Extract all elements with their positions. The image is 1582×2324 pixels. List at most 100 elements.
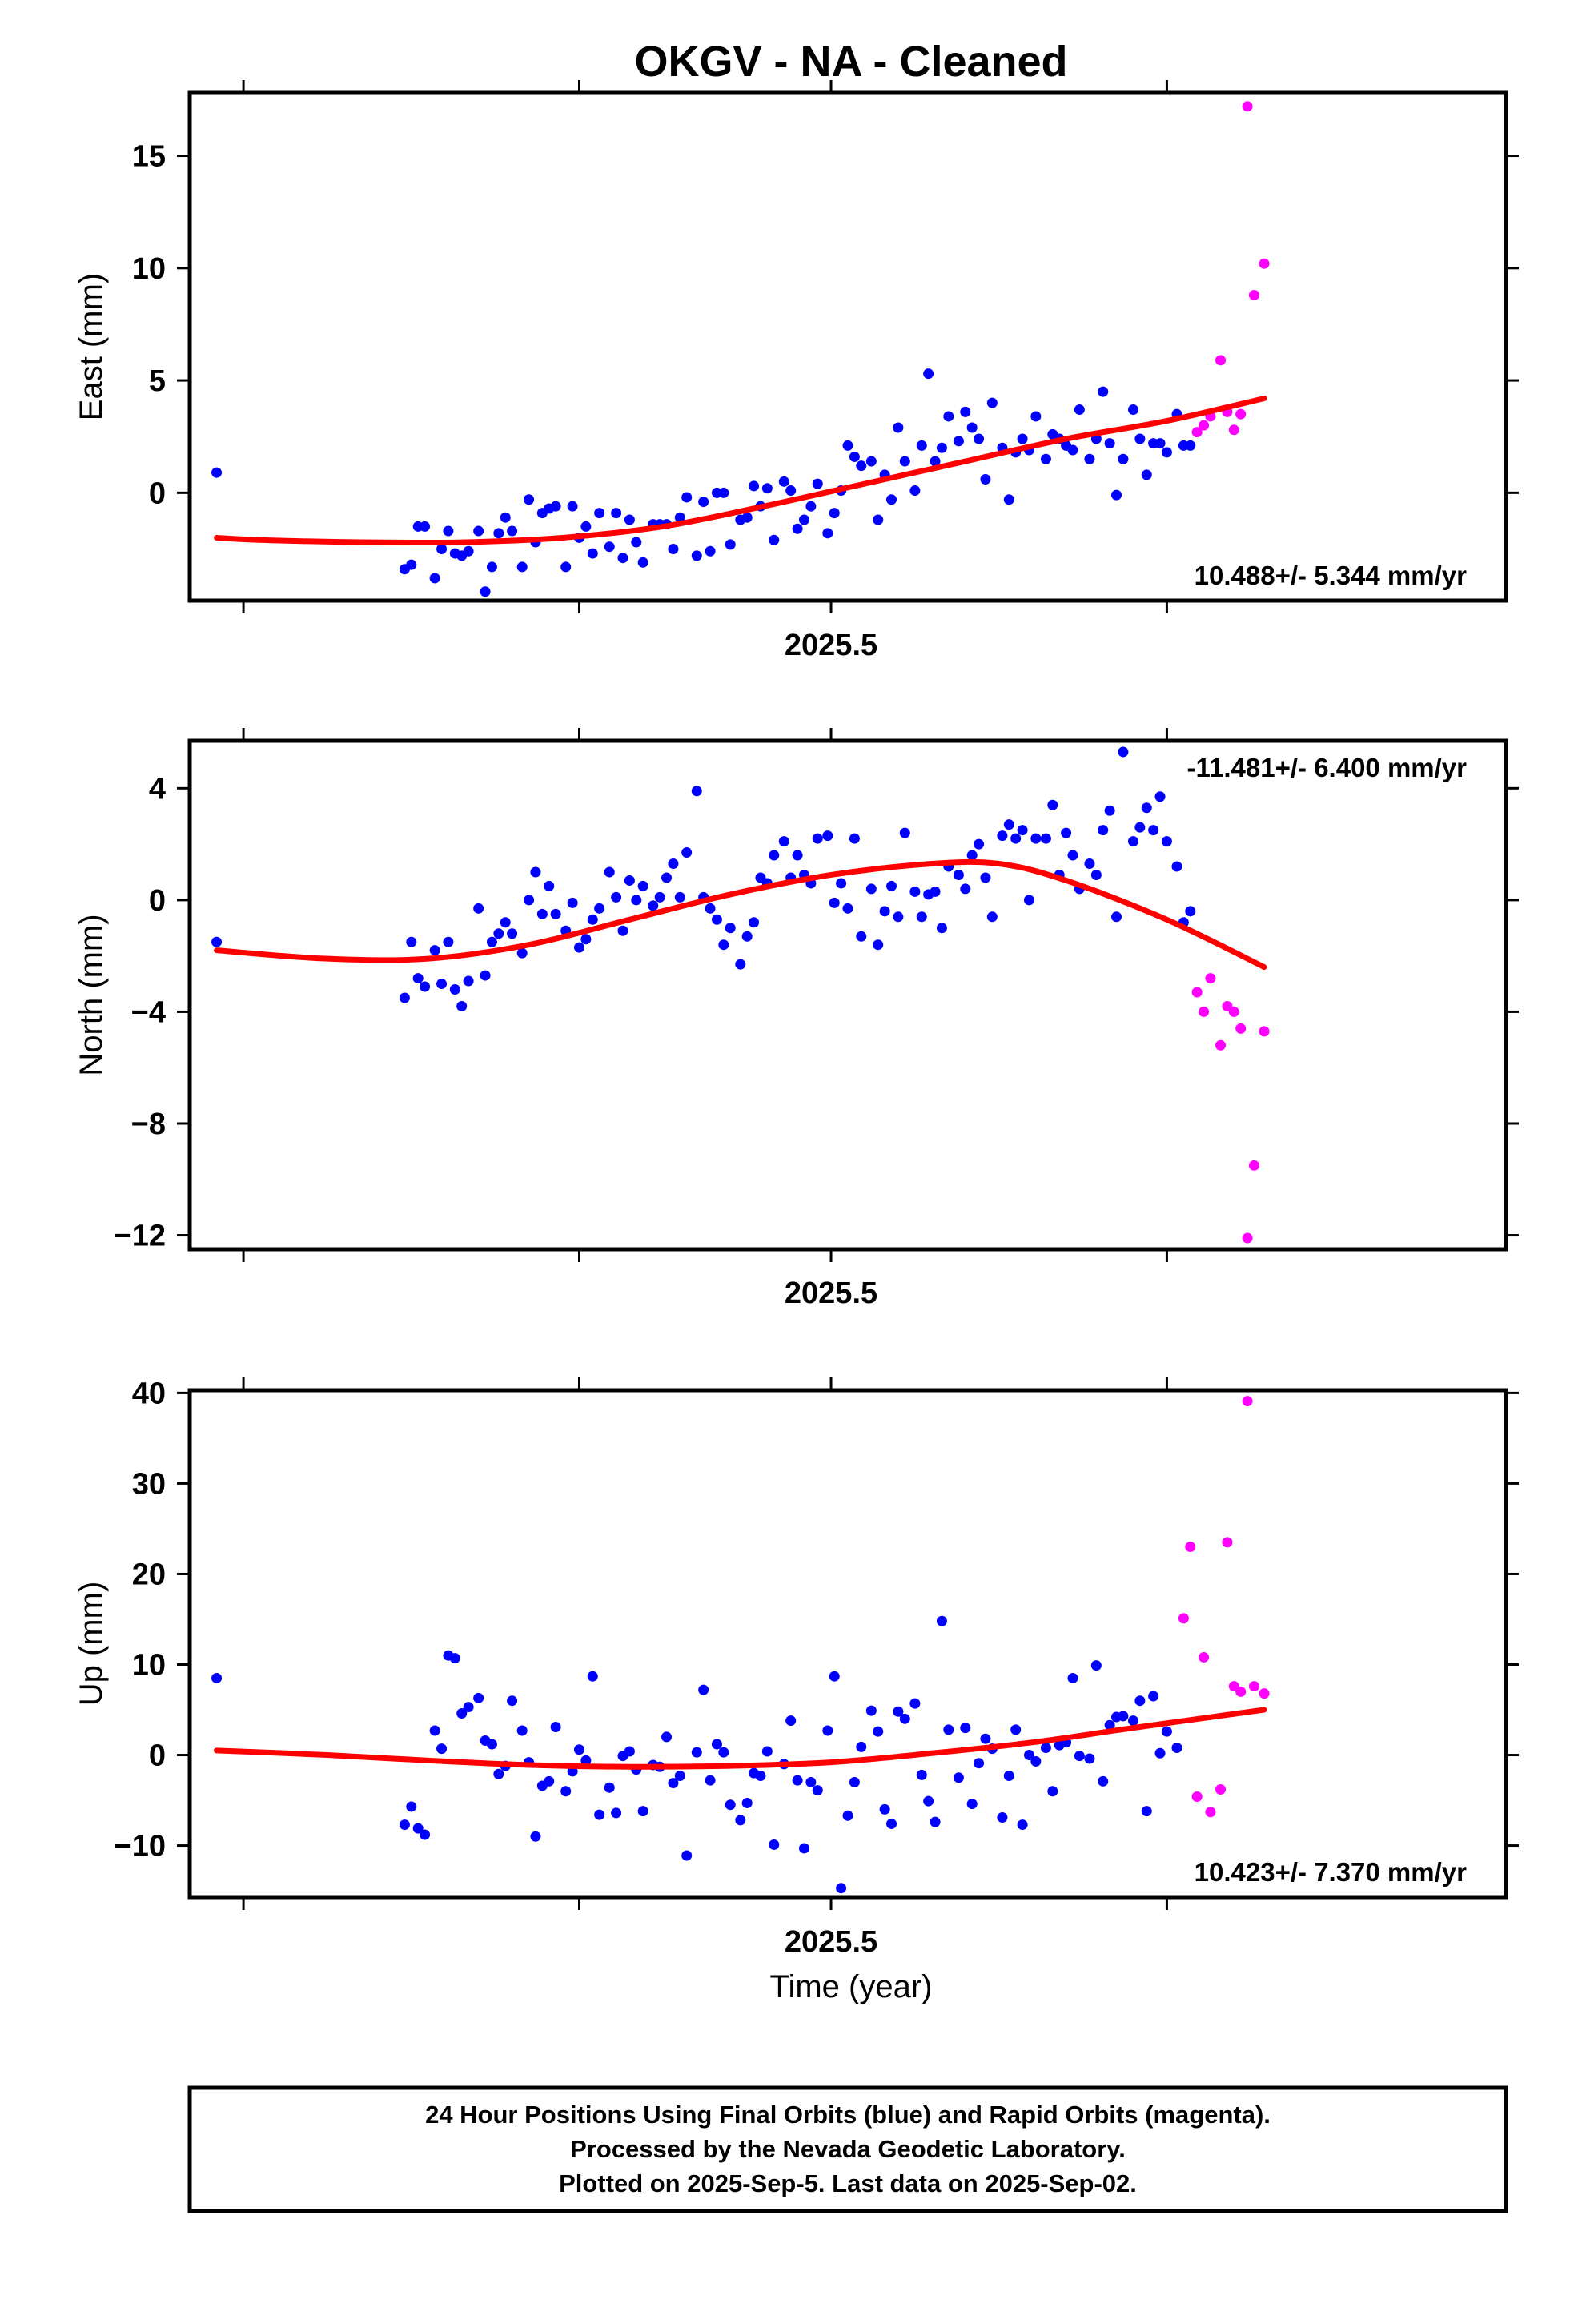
east-rapid-point — [1228, 424, 1239, 436]
north-final-point — [1098, 825, 1109, 836]
up-final-point — [1067, 1672, 1078, 1683]
east-final-point — [463, 545, 474, 557]
east-final-point — [211, 467, 223, 478]
east-final-point — [611, 508, 622, 519]
up-final-point — [1127, 1715, 1138, 1727]
north-final-point — [893, 911, 904, 923]
east-rate-label: 10.488+/- 5.344 mm/yr — [1195, 561, 1467, 590]
north-final-point — [1047, 799, 1058, 810]
up-final-point — [785, 1715, 797, 1727]
up-final-point — [1141, 1806, 1152, 1817]
up-rapid-point — [1235, 1686, 1247, 1697]
north-points — [211, 746, 1270, 1244]
north-final-point — [1017, 825, 1028, 836]
east-final-point — [524, 494, 535, 505]
north-final-point — [480, 970, 491, 981]
east-y-axis-title: East (mm) — [74, 273, 109, 420]
east-final-point — [624, 514, 635, 525]
east-final-point — [500, 512, 511, 523]
north-final-point — [567, 897, 578, 908]
up-final-point — [735, 1815, 746, 1826]
east-final-point — [986, 397, 998, 408]
north-final-point — [211, 936, 223, 947]
east-final-point — [1017, 433, 1028, 444]
north-rapid-point — [1205, 973, 1216, 984]
north-final-point — [399, 992, 410, 1003]
up-final-point — [436, 1743, 448, 1755]
up-final-point — [873, 1726, 884, 1737]
up-final-point — [211, 1672, 223, 1683]
east-ytick-label: 5 — [149, 364, 166, 398]
up-final-point — [611, 1807, 622, 1819]
east-rapid-point — [1215, 355, 1227, 366]
east-final-point — [769, 534, 780, 545]
east-final-point — [792, 523, 803, 534]
east-panel: 0 5 10 15 2025.5 East (mm) 10.488+/- 5.344 mm/… — [74, 80, 1519, 662]
up-final-point — [624, 1746, 635, 1757]
north-y-axis-title: North (mm) — [74, 914, 109, 1076]
north-final-point — [769, 850, 780, 861]
east-final-point — [943, 411, 954, 422]
north-final-point — [986, 911, 998, 923]
up-ytick-label: 20 — [132, 1558, 166, 1591]
up-rapid-point — [1185, 1542, 1196, 1553]
up-final-point — [842, 1810, 853, 1821]
north-final-point — [594, 903, 605, 914]
up-final-point — [573, 1744, 584, 1755]
up-final-point — [705, 1775, 716, 1786]
north-final-point — [749, 917, 760, 928]
north-final-point — [550, 908, 561, 919]
up-final-point — [429, 1725, 440, 1736]
east-final-point — [953, 436, 964, 447]
up-final-point — [1104, 1719, 1115, 1731]
north-final-point — [436, 979, 448, 990]
north-rapid-point — [1235, 1023, 1247, 1034]
up-final-point — [755, 1771, 766, 1782]
north-final-point — [974, 838, 985, 850]
north-final-point — [711, 914, 722, 925]
up-final-point — [741, 1797, 753, 1808]
east-final-point — [966, 422, 978, 433]
up-ytick-label: 0 — [149, 1739, 166, 1773]
north-final-point — [648, 900, 659, 911]
north-final-point — [681, 847, 693, 858]
up-rapid-point — [1242, 1396, 1253, 1407]
north-final-point — [631, 895, 642, 906]
north-final-point — [456, 1000, 468, 1011]
east-final-point — [567, 501, 578, 512]
east-final-point — [893, 422, 904, 433]
north-final-point — [856, 931, 867, 942]
north-final-point — [960, 883, 971, 895]
east-rapid-point — [1242, 101, 1253, 112]
up-final-point — [463, 1702, 474, 1713]
north-rapid-point — [1248, 1160, 1259, 1171]
north-final-point — [1010, 833, 1022, 844]
up-final-point — [960, 1723, 971, 1734]
east-final-point — [1040, 453, 1051, 464]
north-rapid-point — [1228, 1006, 1239, 1017]
north-final-point — [1003, 819, 1014, 830]
east-final-point — [798, 514, 809, 525]
north-final-point — [493, 928, 504, 939]
up-final-point — [668, 1778, 679, 1789]
up-final-point — [587, 1671, 598, 1682]
up-rapid-point — [1205, 1807, 1216, 1818]
east-final-point — [1098, 386, 1109, 397]
up-final-point — [1047, 1786, 1058, 1797]
up-rapid-point — [1191, 1791, 1203, 1803]
up-final-point — [1161, 1726, 1172, 1737]
east-final-point — [865, 456, 877, 467]
east-ytick-label: 15 — [132, 140, 166, 174]
north-final-point — [604, 866, 615, 878]
up-ytick-label: −10 — [114, 1830, 166, 1864]
east-final-point — [873, 514, 884, 525]
east-final-point — [718, 487, 729, 498]
east-final-point — [507, 525, 518, 537]
north-final-point — [463, 975, 474, 987]
east-final-point — [960, 406, 971, 417]
up-final-point — [798, 1843, 809, 1854]
north-final-point — [741, 931, 753, 942]
north-final-point — [822, 830, 833, 842]
up-final-point — [1134, 1695, 1146, 1707]
